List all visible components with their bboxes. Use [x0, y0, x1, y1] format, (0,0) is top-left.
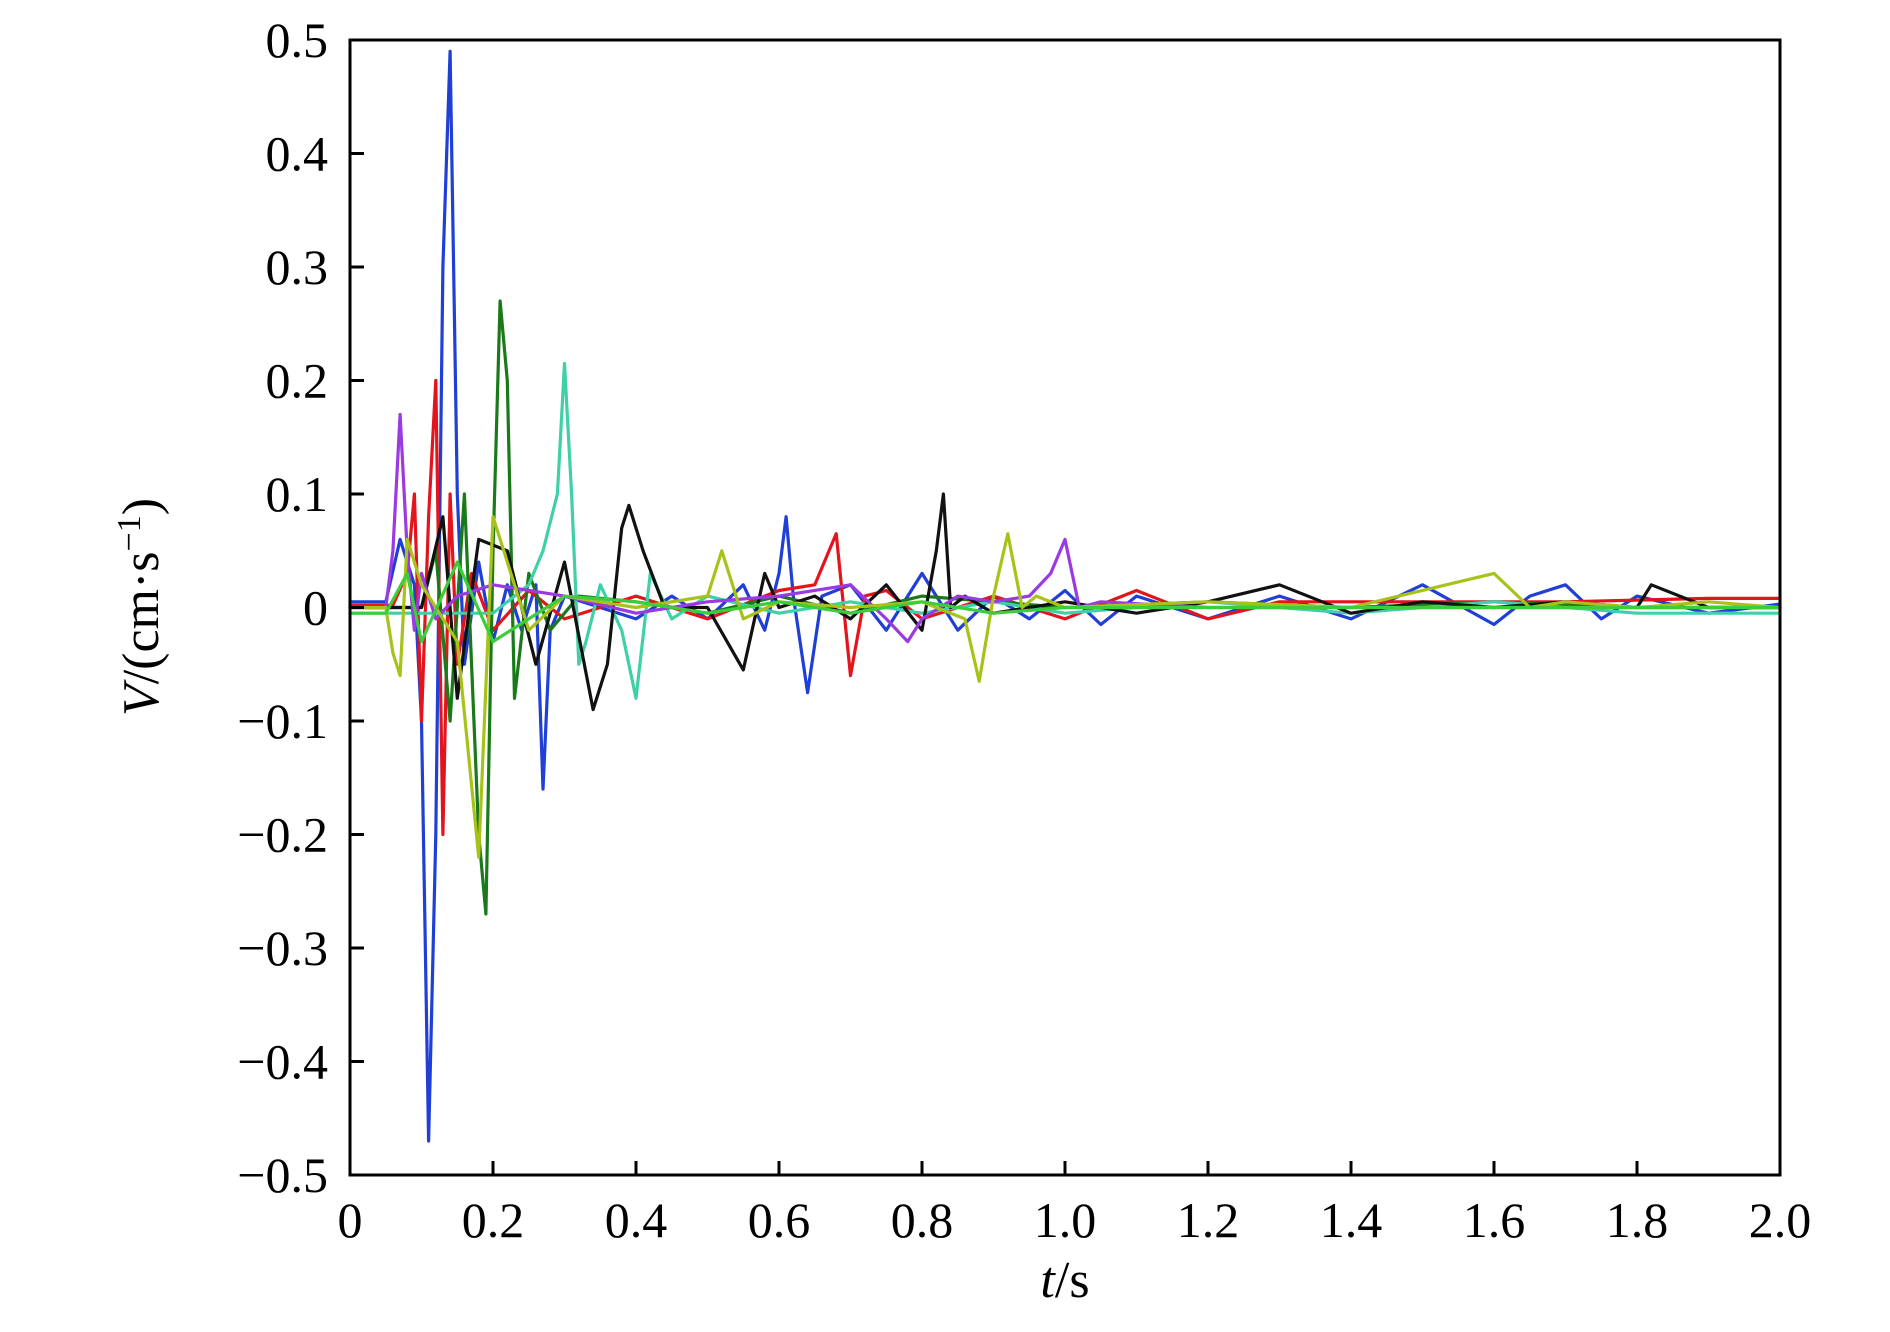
- y-axis-label-unit-sup: −1: [111, 515, 148, 551]
- trace-4: [348, 361, 1782, 700]
- trace-6: [348, 412, 1782, 644]
- y-axis-label-var: V: [113, 679, 170, 716]
- x-tick-label: 1.0: [1034, 1192, 1097, 1248]
- x-tick-label: 1.4: [1320, 1192, 1383, 1248]
- trace-8: [348, 560, 1782, 644]
- x-tick-label: 1.8: [1606, 1192, 1669, 1248]
- trace-5: [348, 492, 1782, 712]
- y-tick-label: −0.1: [237, 693, 328, 749]
- x-tick-label: 0.6: [748, 1192, 811, 1248]
- x-tick-label: 1.2: [1177, 1192, 1240, 1248]
- y-axis-ticks: 0.5 0.4 0.3 0.2 0.1 0 −0.1 −0.2 −0.3 −0.4 −0.5: [237, 12, 364, 1203]
- y-tick-label: 0.2: [266, 353, 329, 409]
- y-tick-label: −0.2: [237, 807, 328, 863]
- y-tick-label: −0.5: [237, 1147, 328, 1203]
- x-axis-label-unit: /s: [1055, 1252, 1090, 1309]
- x-tick-label: 0.2: [462, 1192, 525, 1248]
- x-tick-label: 1.6: [1463, 1192, 1526, 1248]
- y-tick-label: 0: [303, 580, 328, 636]
- y-tick-label: 0.3: [266, 239, 329, 295]
- y-tick-label: 0.4: [266, 126, 329, 182]
- y-tick-label: 0.5: [266, 12, 329, 68]
- x-tick-label: 0.8: [891, 1192, 954, 1248]
- x-axis-label: t/s: [1040, 1252, 1089, 1309]
- y-tick-label: −0.3: [237, 920, 328, 976]
- y-tick-label: −0.4: [237, 1034, 328, 1090]
- x-tick-label: 0.4: [605, 1192, 668, 1248]
- y-axis-label-unit-post: ): [113, 498, 170, 515]
- x-tick-label: 0: [338, 1192, 363, 1248]
- y-tick-label: 0.1: [266, 466, 329, 522]
- y-axis-label-unit-pre: /(cm·s: [113, 551, 170, 684]
- x-axis-label-var: t: [1040, 1252, 1056, 1309]
- trace-7: [348, 515, 1782, 859]
- x-axis-ticks: 0 0.2 0.4 0.6 0.8 1.0 1.2 1.4 1.6 1.8 2.0: [338, 1161, 1812, 1248]
- x-tick-label: 2.0: [1749, 1192, 1812, 1248]
- velocity-traces: [348, 49, 1782, 1143]
- y-axis-label: V/(cm·s−1): [111, 498, 171, 716]
